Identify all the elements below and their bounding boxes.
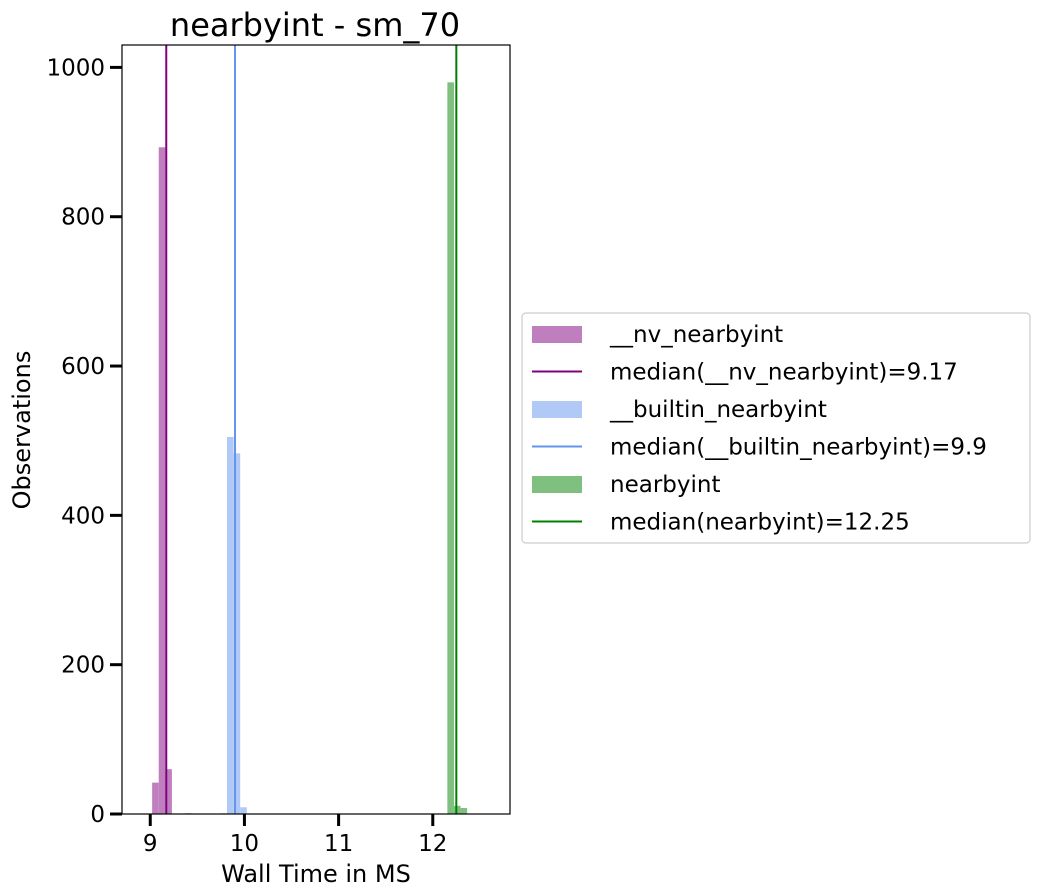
histogram-bars (152, 82, 468, 815)
median-lines (165, 45, 458, 814)
bar-1-2 (233, 453, 241, 814)
y-axis-label: Observations (8, 351, 36, 510)
y-tick-label-3: 600 (61, 354, 105, 380)
bar-2-0 (447, 82, 454, 815)
chart-title: nearbyint - sm_70 (170, 6, 460, 44)
bar-0-1 (158, 147, 166, 814)
plot-area (121, 44, 511, 815)
y-tick-label-4: 800 (61, 205, 105, 231)
y-tick-label-2: 400 (61, 503, 105, 529)
y-tick-label-5: 1000 (46, 55, 105, 81)
bar-0-2 (165, 769, 172, 814)
x-axis-label: Wall Time in MS (221, 860, 411, 888)
legend-box (521, 312, 1031, 544)
legend-label-1: median(__nv_nearbyint)=9.17 (610, 360, 958, 386)
legend-label-4: nearbyint (610, 472, 720, 498)
bar-0-0 (152, 782, 159, 814)
plot-frame (121, 44, 511, 815)
x-tick-label-0: 9 (143, 831, 158, 857)
x-tick-label-3: 12 (418, 831, 447, 857)
bar-1-1 (227, 436, 234, 814)
legend-label-5: median(nearbyint)=12.25 (610, 510, 910, 536)
legend-swatch-2 (532, 401, 582, 418)
x-tick-label-2: 11 (324, 831, 353, 857)
x-axis-ticks: 9 10 11 12 (143, 814, 447, 857)
x-tick-label-1: 10 (230, 831, 259, 857)
legend-label-0: __nv_nearbyint (609, 322, 783, 348)
y-tick-label-0: 0 (90, 802, 105, 828)
legend-swatch-0 (532, 326, 582, 343)
bar-1-3 (240, 807, 247, 814)
y-axis-ticks: 0 200 400 600 800 1000 (46, 55, 122, 828)
legend-swatch-4 (532, 476, 582, 493)
y-tick-label-1: 200 (61, 653, 105, 679)
bar-2-2 (460, 808, 468, 814)
legend-label-3: median(__builtin_nearbyint)=9.9 (610, 435, 987, 461)
legend-items: __nv_nearbyint median(__nv_nearbyint)=9.1… (532, 322, 987, 536)
legend-label-2: __builtin_nearbyint (609, 397, 827, 423)
legend: __nv_nearbyint median(__nv_nearbyint)=9.1… (521, 312, 1031, 544)
